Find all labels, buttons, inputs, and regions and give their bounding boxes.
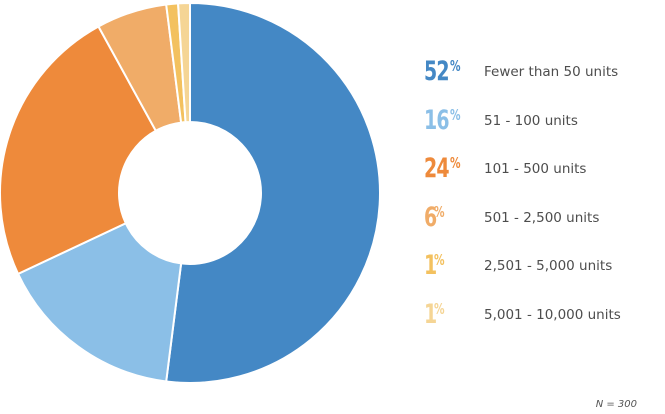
legend-label: 101 - 500 units [484,161,587,177]
donut-slice-3 [0,25,158,276]
legend-item: 24% 101 - 500 units [424,149,586,189]
percent-value: 1 [424,298,437,330]
percent-symbol: % [449,57,461,75]
percent-value: 52 [424,56,450,87]
donut-slice-2 [16,221,183,383]
percent-symbol: % [449,154,461,172]
legend-label: 5,001 - 10,000 units [484,306,621,323]
percent-symbol: % [433,202,445,221]
legend-percent: 16% [424,104,476,136]
percent-value: 16 [424,104,450,136]
legend-item: 1% 5,001 - 10,000 units [424,295,621,335]
percent-value: 6 [424,201,437,233]
percent-value: 24 [424,153,450,184]
percent-value: 1 [424,250,437,281]
legend-label: 501 - 2,500 units [484,209,600,226]
legend-percent: 52% [424,57,476,87]
legend-item: 16% 51 - 100 units [424,101,578,141]
donut-slice-6 [177,1,191,124]
percent-symbol: % [433,299,445,318]
percent-symbol: % [433,251,445,269]
sample-size-note: N = 300 [595,399,637,410]
legend-percent: 1% [424,298,476,330]
legend-percent: 1% [424,251,476,281]
donut-slice-1 [165,1,381,384]
legend-item: 6% 501 - 2,500 units [424,198,599,238]
legend-label: 51 - 100 units [484,112,578,129]
legend-label: 2,501 - 5,000 units [484,258,613,274]
legend-item: 52% Fewer than 50 units [424,52,618,92]
legend-item: 1% 2,501 - 5,000 units [424,246,612,286]
percent-symbol: % [449,105,461,124]
legend-percent: 24% [424,154,476,184]
legend-label: Fewer than 50 units [484,64,619,80]
legend-percent: 6% [424,201,476,233]
